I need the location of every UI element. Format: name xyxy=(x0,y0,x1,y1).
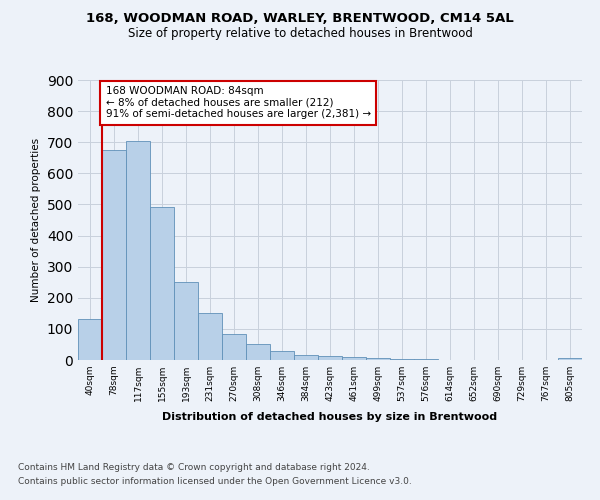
Bar xyxy=(246,344,270,360)
Bar xyxy=(198,314,222,360)
Text: Contains HM Land Registry data © Crown copyright and database right 2024.: Contains HM Land Registry data © Crown c… xyxy=(18,462,370,471)
Bar xyxy=(270,352,294,360)
Bar xyxy=(174,282,198,360)
Text: 168, WOODMAN ROAD, WARLEY, BRENTWOOD, CM14 5AL: 168, WOODMAN ROAD, WARLEY, BRENTWOOD, CM… xyxy=(86,12,514,26)
Bar xyxy=(102,150,126,360)
Bar xyxy=(390,359,414,360)
Bar xyxy=(150,207,174,360)
Text: Size of property relative to detached houses in Brentwood: Size of property relative to detached ho… xyxy=(128,28,472,40)
Text: Contains public sector information licensed under the Open Government Licence v3: Contains public sector information licen… xyxy=(18,478,412,486)
Bar xyxy=(558,358,582,360)
Bar xyxy=(366,358,390,360)
Bar xyxy=(318,356,342,360)
Text: Distribution of detached houses by size in Brentwood: Distribution of detached houses by size … xyxy=(163,412,497,422)
Bar xyxy=(222,334,246,360)
Bar xyxy=(126,140,150,360)
Y-axis label: Number of detached properties: Number of detached properties xyxy=(31,138,41,302)
Bar xyxy=(78,318,102,360)
Text: 168 WOODMAN ROAD: 84sqm
← 8% of detached houses are smaller (212)
91% of semi-de: 168 WOODMAN ROAD: 84sqm ← 8% of detached… xyxy=(106,86,371,120)
Bar xyxy=(294,354,318,360)
Bar xyxy=(342,357,366,360)
